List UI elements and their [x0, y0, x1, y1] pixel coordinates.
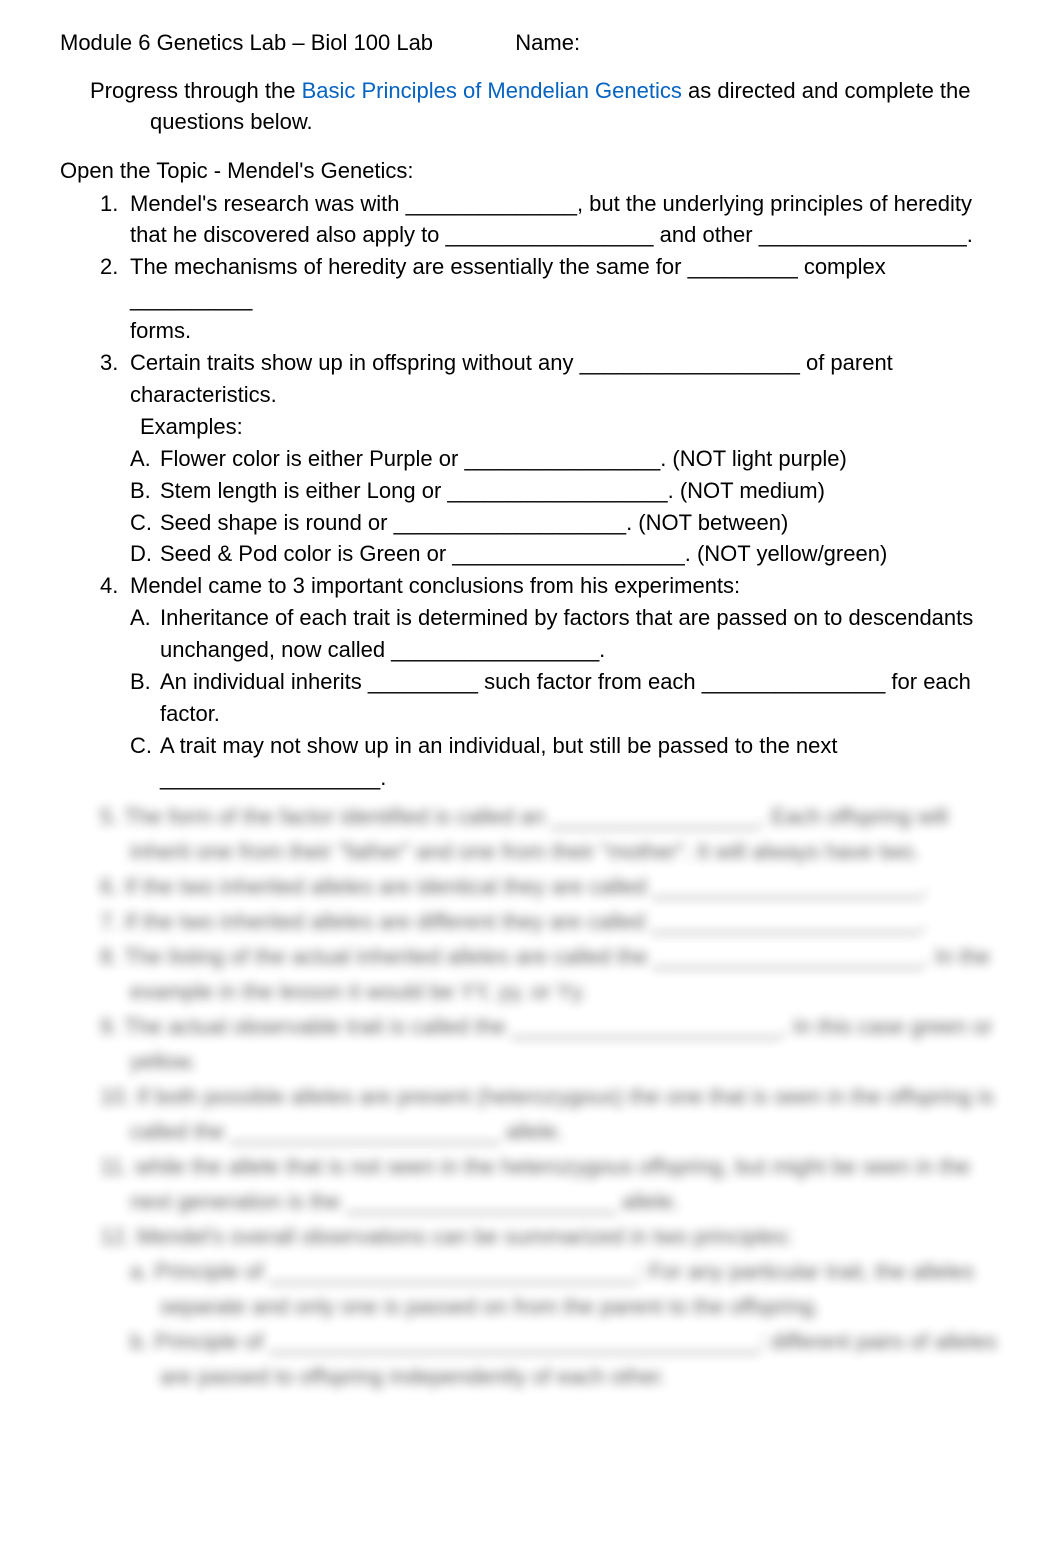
q4b-line2: factor.: [160, 698, 1002, 730]
question-2: 2. The mechanisms of heredity are essent…: [100, 251, 1002, 347]
genetics-link[interactable]: Basic Principles of Mendelian Genetics: [302, 78, 682, 103]
blur-line: are passed to offspring independently of…: [160, 1360, 1002, 1393]
q3-line2: characteristics.: [130, 379, 1002, 411]
q3b-text: Stem length is either Long or __________…: [160, 475, 1002, 507]
q3a-letter: A.: [130, 443, 160, 475]
q4a-letter: A.: [130, 602, 160, 666]
q3-example-c: C. Seed shape is round or ______________…: [130, 507, 1002, 539]
questions-list: 1. Mendel's research was with __________…: [100, 188, 1002, 794]
intro-post: as directed and complete the: [682, 78, 971, 103]
q1-line1: Mendel's research was with _____________…: [130, 188, 1002, 220]
q4b-line1: An individual inherits _________ such fa…: [160, 666, 1002, 698]
blurred-content: 5. The form of the factor identified is …: [100, 800, 1002, 1393]
q2-number: 2.: [100, 251, 130, 347]
q3-line1: Certain traits show up in offspring with…: [130, 347, 1002, 379]
blur-line: 9. The actual observable trait is called…: [100, 1010, 1002, 1043]
blur-line: b. Principle of ________________________…: [130, 1325, 1002, 1358]
q4c-letter: C.: [130, 730, 160, 794]
intro-paragraph: Progress through the Basic Principles of…: [90, 76, 1002, 138]
q4-conclusion-b: B. An individual inherits _________ such…: [130, 666, 1002, 730]
course-title: Module 6 Genetics Lab – Biol 100 Lab: [60, 30, 433, 55]
q4c-line1: A trait may not show up in an individual…: [160, 730, 1002, 762]
q3c-text: Seed shape is round or _________________…: [160, 507, 1002, 539]
blur-line: 5. The form of the factor identified is …: [100, 800, 1002, 833]
q4-number: 4.: [100, 570, 130, 793]
blur-line: 10. If both possible alleles are present…: [100, 1080, 1002, 1113]
name-label: Name:: [515, 30, 580, 55]
blur-line: 7. If the two inherited alleles are diff…: [100, 905, 1002, 938]
question-3: 3. Certain traits show up in offspring w…: [100, 347, 1002, 570]
intro-pre: Progress through the: [90, 78, 302, 103]
blur-line: yellow.: [130, 1045, 1002, 1078]
q3d-text: Seed & Pod color is Green or ___________…: [160, 538, 1002, 570]
blur-line: 8. The listing of the actual inherited a…: [100, 940, 1002, 973]
q3-number: 3.: [100, 347, 130, 570]
blur-line: 6. If the two inherited alleles are iden…: [100, 870, 1002, 903]
q1-line2: that he discovered also apply to _______…: [130, 219, 1002, 251]
q4a-line1: Inheritance of each trait is determined …: [160, 602, 1002, 634]
q4-conclusion-c: C. A trait may not show up in an individ…: [130, 730, 1002, 794]
blur-line: called the ______________________ allele…: [130, 1115, 1002, 1148]
section-title: Open the Topic - Mendel's Genetics:: [60, 158, 1002, 184]
blur-line: inherit one from their "father" and one …: [130, 835, 1002, 868]
q3b-letter: B.: [130, 475, 160, 507]
blur-line: 11. while the allele that is not seen in…: [100, 1150, 1002, 1183]
q2-line2: forms.: [130, 315, 1002, 347]
blur-line: 12. Mendel's overall observations can be…: [100, 1220, 1002, 1253]
question-1: 1. Mendel's research was with __________…: [100, 188, 1002, 252]
q3d-letter: D.: [130, 538, 160, 570]
q3a-text: Flower color is either Purple or _______…: [160, 443, 1002, 475]
intro-line2: questions below.: [150, 107, 1002, 138]
q2-line1: The mechanisms of heredity are essential…: [130, 251, 1002, 315]
q4-conclusion-a: A. Inheritance of each trait is determin…: [130, 602, 1002, 666]
blur-line: a. Principle of ________________________…: [130, 1255, 1002, 1288]
q1-number: 1.: [100, 188, 130, 252]
q4a-line2: unchanged, now called _________________.: [160, 634, 1002, 666]
q4b-letter: B.: [130, 666, 160, 730]
examples-label: Examples:: [140, 411, 1002, 443]
q3c-letter: C.: [130, 507, 160, 539]
q3-example-b: B. Stem length is either Long or _______…: [130, 475, 1002, 507]
q3-example-a: A. Flower color is either Purple or ____…: [130, 443, 1002, 475]
q4c-line2: __________________.: [160, 762, 1002, 794]
blur-line: next generation is the _________________…: [130, 1185, 1002, 1218]
question-4: 4. Mendel came to 3 important conclusion…: [100, 570, 1002, 793]
q4-line1: Mendel came to 3 important conclusions f…: [130, 570, 1002, 602]
blur-line: separate and only one is passed on from …: [160, 1290, 1002, 1323]
q3-example-d: D. Seed & Pod color is Green or ________…: [130, 538, 1002, 570]
blur-line: example in the lesson it would be YY, yy…: [130, 975, 1002, 1008]
document-header: Module 6 Genetics Lab – Biol 100 Lab Nam…: [60, 30, 1002, 56]
